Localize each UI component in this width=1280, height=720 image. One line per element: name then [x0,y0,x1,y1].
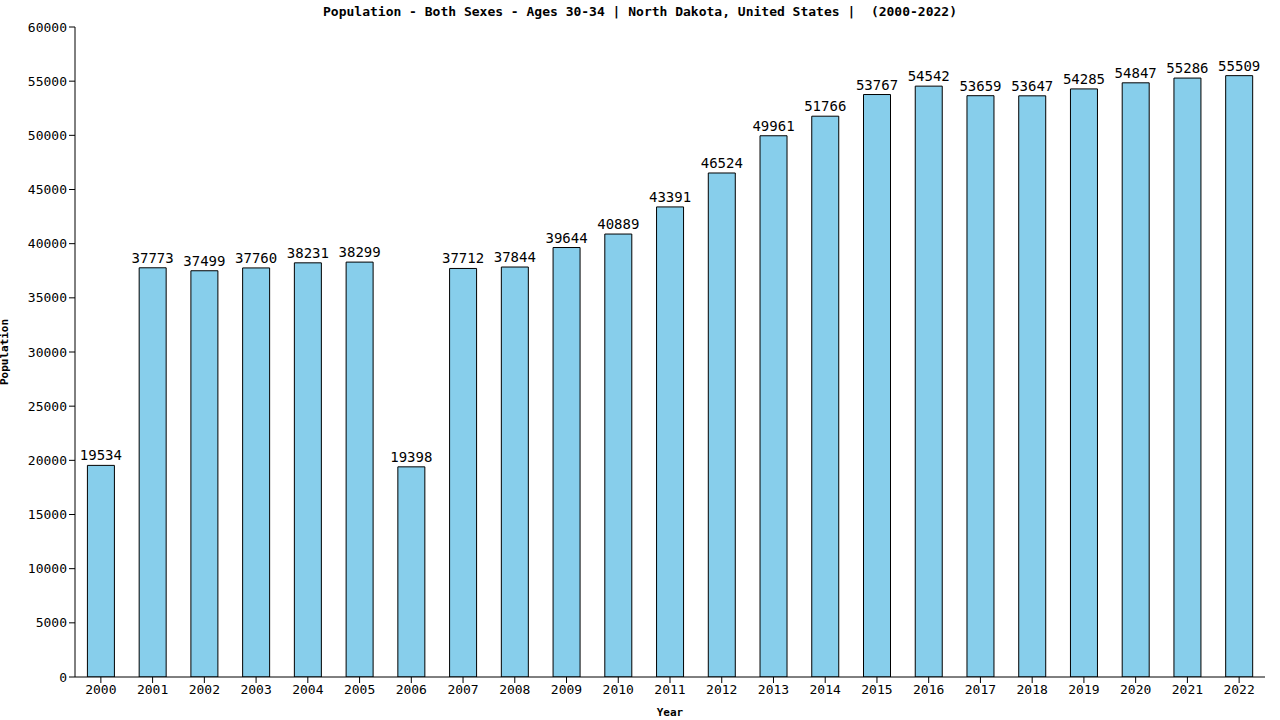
svg-text:2009: 2009 [551,682,582,697]
svg-text:2001: 2001 [137,682,168,697]
svg-text:54542: 54542 [908,68,950,84]
svg-text:19398: 19398 [390,449,432,465]
svg-text:0: 0 [59,670,67,685]
svg-text:2003: 2003 [240,682,271,697]
svg-text:2008: 2008 [499,682,530,697]
svg-text:55000: 55000 [28,74,67,89]
svg-text:10000: 10000 [28,561,67,576]
svg-text:2005: 2005 [344,682,375,697]
svg-text:40000: 40000 [28,236,67,251]
svg-text:53659: 53659 [959,78,1001,94]
svg-text:38231: 38231 [287,245,329,261]
svg-text:49961: 49961 [752,118,794,134]
svg-text:2017: 2017 [965,682,996,697]
svg-text:2018: 2018 [1017,682,1048,697]
svg-text:2004: 2004 [292,682,323,697]
svg-text:2016: 2016 [913,682,944,697]
svg-text:46524: 46524 [701,155,743,171]
svg-text:2014: 2014 [810,682,841,697]
svg-text:5000: 5000 [36,615,67,630]
svg-text:55509: 55509 [1218,58,1260,74]
svg-text:50000: 50000 [28,128,67,143]
svg-text:45000: 45000 [28,182,67,197]
svg-text:15000: 15000 [28,507,67,522]
svg-text:37773: 37773 [132,250,174,266]
svg-text:Population: Population [8,319,11,385]
svg-text:2002: 2002 [189,682,220,697]
svg-text:39644: 39644 [545,230,587,246]
svg-text:2000: 2000 [85,682,116,697]
svg-text:35000: 35000 [28,290,67,305]
svg-text:37499: 37499 [183,253,225,269]
svg-text:38299: 38299 [339,244,381,260]
svg-text:19534: 19534 [80,447,122,463]
svg-text:2019: 2019 [1068,682,1099,697]
svg-text:43391: 43391 [649,189,691,205]
svg-text:51766: 51766 [804,98,846,114]
svg-text:2012: 2012 [706,682,737,697]
svg-text:40889: 40889 [597,216,639,232]
svg-text:54285: 54285 [1063,71,1105,87]
svg-text:2011: 2011 [654,682,685,697]
svg-text:Year: Year [657,706,684,719]
svg-text:37760: 37760 [235,250,277,266]
svg-text:20000: 20000 [28,453,67,468]
svg-text:2006: 2006 [396,682,427,697]
svg-text:55286: 55286 [1166,60,1208,76]
svg-text:30000: 30000 [28,345,67,360]
svg-text:2010: 2010 [603,682,634,697]
svg-text:2021: 2021 [1172,682,1203,697]
svg-text:37712: 37712 [442,250,484,266]
svg-text:37844: 37844 [494,249,536,265]
svg-text:2013: 2013 [758,682,789,697]
svg-text:54847: 54847 [1115,65,1157,81]
svg-text:25000: 25000 [28,399,67,414]
svg-text:2007: 2007 [447,682,478,697]
svg-text:53767: 53767 [856,77,898,93]
svg-text:2020: 2020 [1120,682,1151,697]
svg-text:2022: 2022 [1223,682,1254,697]
svg-text:2015: 2015 [861,682,892,697]
svg-text:60000: 60000 [28,20,67,35]
html-text:Population - Both Sexes - Ages: Population - Both Sexes - Ages 30-34 | N… [323,4,957,19]
svg-text:53647: 53647 [1011,78,1053,94]
